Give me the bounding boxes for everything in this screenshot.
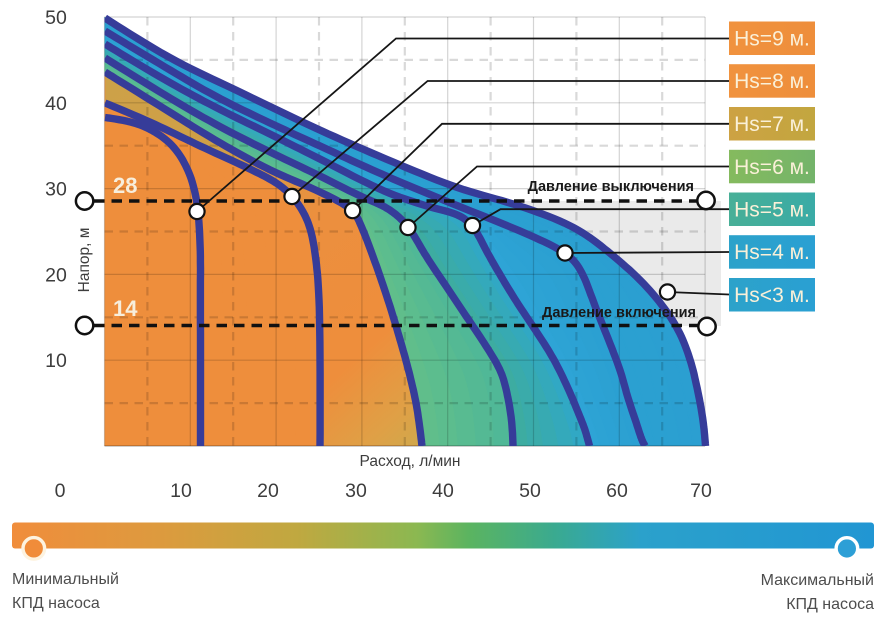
svg-text:50: 50 (45, 7, 67, 29)
svg-text:40: 40 (45, 93, 67, 115)
svg-text:Hs=9 м.: Hs=9 м. (734, 28, 810, 51)
svg-text:Расход, л/мин: Расход, л/мин (360, 453, 461, 470)
svg-text:Давление включения: Давление включения (542, 305, 696, 321)
svg-text:10: 10 (170, 480, 192, 502)
svg-text:40: 40 (432, 480, 454, 502)
svg-text:20: 20 (45, 264, 67, 286)
svg-text:28: 28 (113, 173, 137, 198)
svg-text:КПД насоса: КПД насоса (786, 596, 874, 613)
svg-text:14: 14 (113, 296, 138, 321)
svg-text:Давление выключения: Давление выключения (528, 179, 694, 195)
svg-text:Максимальный: Максимальный (761, 572, 874, 589)
svg-text:60: 60 (606, 480, 628, 502)
svg-text:Hs<3 м.: Hs<3 м. (734, 284, 810, 307)
svg-text:Hs=4 м.: Hs=4 м. (734, 241, 810, 264)
svg-text:Минимальный: Минимальный (12, 571, 119, 588)
svg-text:КПД насоса: КПД насоса (12, 595, 100, 612)
svg-text:Hs=6 м.: Hs=6 м. (734, 156, 810, 179)
svg-text:0: 0 (55, 480, 66, 502)
svg-text:Напор, м: Напор, м (76, 228, 93, 293)
svg-text:Hs=7 м.: Hs=7 м. (734, 113, 810, 136)
svg-text:Hs=8 м.: Hs=8 м. (734, 70, 810, 93)
svg-text:70: 70 (690, 480, 712, 502)
svg-text:Hs=5 м.: Hs=5 м. (734, 199, 810, 222)
svg-text:30: 30 (45, 179, 67, 201)
svg-text:20: 20 (257, 480, 279, 502)
svg-text:50: 50 (519, 480, 541, 502)
svg-text:10: 10 (45, 350, 67, 372)
svg-text:30: 30 (345, 480, 367, 502)
